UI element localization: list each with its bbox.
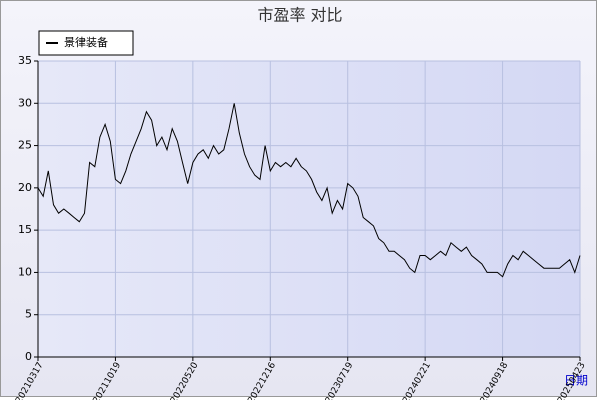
y-tick-label: 0 xyxy=(25,350,32,363)
y-tick-label: 5 xyxy=(25,308,32,321)
line-series xyxy=(37,103,581,278)
y-tick-label: 30 xyxy=(18,96,32,109)
legend-label: 景律装备 xyxy=(64,35,108,49)
legend: 景律装备 xyxy=(38,30,134,56)
chart-title: 市盈率 对比 xyxy=(257,6,342,25)
x-axis-label: 日期 xyxy=(564,374,588,388)
y-tick-label: 20 xyxy=(18,181,32,194)
y-tick-label: 10 xyxy=(18,265,32,278)
plot-area xyxy=(38,61,580,357)
y-tick-label: 35 xyxy=(18,54,32,67)
y-tick-label: 15 xyxy=(18,223,32,236)
y-tick-label: 25 xyxy=(18,139,32,152)
